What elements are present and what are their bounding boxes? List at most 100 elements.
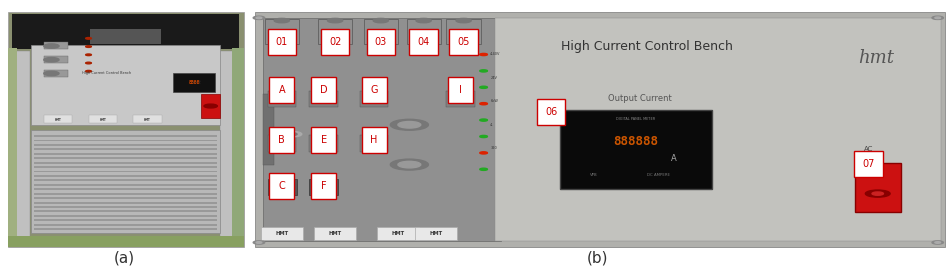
- Text: 8888: 8888: [188, 80, 200, 85]
- Bar: [321, 30, 349, 56]
- Text: 05: 05: [458, 38, 469, 47]
- Circle shape: [932, 16, 943, 19]
- Text: 320: 320: [490, 146, 497, 150]
- Text: HMT: HMT: [391, 231, 405, 236]
- Bar: [409, 30, 438, 56]
- Bar: [415, 227, 457, 240]
- Bar: [34, 139, 217, 141]
- Circle shape: [204, 104, 217, 108]
- Bar: [449, 30, 478, 56]
- Bar: [34, 228, 217, 230]
- Bar: [367, 30, 395, 56]
- Bar: [314, 227, 356, 240]
- Circle shape: [480, 152, 487, 154]
- Circle shape: [416, 18, 431, 23]
- Bar: [364, 19, 398, 44]
- Text: DC AMPERE: DC AMPERE: [647, 173, 670, 177]
- Bar: [537, 99, 565, 125]
- Bar: [34, 215, 217, 217]
- Text: A: A: [671, 154, 677, 163]
- Text: 888888: 888888: [613, 135, 659, 148]
- Bar: [407, 19, 441, 44]
- Bar: [34, 184, 217, 186]
- Bar: [854, 151, 883, 178]
- Text: High Current Control Bench: High Current Control Bench: [82, 71, 131, 75]
- Text: G: G: [370, 85, 378, 95]
- Text: E: E: [321, 135, 327, 145]
- Circle shape: [480, 119, 487, 121]
- Bar: [855, 163, 901, 212]
- Bar: [362, 127, 387, 153]
- Text: A: A: [279, 85, 285, 95]
- Bar: [232, 48, 244, 247]
- Text: HMT: HMT: [54, 118, 62, 122]
- Circle shape: [480, 70, 487, 72]
- Bar: [34, 188, 217, 190]
- Circle shape: [283, 132, 302, 137]
- Bar: [268, 135, 296, 152]
- Text: High Current Control Bench: High Current Control Bench: [562, 40, 733, 53]
- Text: F: F: [321, 181, 327, 191]
- Circle shape: [253, 241, 265, 244]
- Bar: [34, 206, 217, 208]
- Text: 04: 04: [418, 38, 429, 47]
- Circle shape: [86, 46, 91, 47]
- Circle shape: [935, 17, 941, 19]
- Bar: [263, 94, 274, 165]
- Circle shape: [86, 54, 91, 56]
- Text: 4-: 4-: [490, 123, 494, 127]
- Circle shape: [398, 161, 421, 168]
- Circle shape: [480, 168, 487, 170]
- Bar: [8, 236, 244, 247]
- Bar: [309, 91, 338, 107]
- Text: HMT: HMT: [429, 231, 443, 236]
- Bar: [34, 162, 217, 164]
- Text: hmt: hmt: [858, 48, 894, 67]
- Bar: [44, 70, 68, 77]
- Bar: [34, 144, 217, 146]
- Bar: [34, 224, 217, 226]
- Bar: [173, 73, 215, 92]
- Circle shape: [44, 71, 59, 76]
- Bar: [34, 175, 217, 177]
- Text: HMT: HMT: [275, 231, 288, 236]
- Bar: [268, 179, 297, 195]
- Text: hmt: hmt: [191, 80, 202, 85]
- Text: D: D: [320, 85, 327, 95]
- Bar: [269, 77, 294, 103]
- Text: 4-40V: 4-40V: [490, 53, 501, 56]
- Bar: [133, 115, 162, 123]
- Bar: [34, 153, 217, 155]
- Circle shape: [456, 18, 471, 23]
- Bar: [34, 149, 217, 150]
- Bar: [34, 193, 217, 195]
- Text: 06: 06: [545, 107, 557, 117]
- Circle shape: [480, 86, 487, 89]
- Circle shape: [390, 119, 428, 130]
- Text: HMT: HMT: [328, 231, 342, 236]
- Bar: [34, 157, 217, 159]
- Circle shape: [274, 18, 289, 23]
- Circle shape: [256, 17, 262, 19]
- Bar: [34, 197, 217, 199]
- Bar: [360, 91, 388, 107]
- Bar: [362, 77, 387, 103]
- Circle shape: [44, 44, 59, 48]
- Circle shape: [480, 53, 487, 56]
- Circle shape: [373, 18, 388, 23]
- Bar: [446, 19, 481, 44]
- Bar: [34, 210, 217, 212]
- Circle shape: [390, 159, 428, 170]
- Bar: [311, 173, 336, 199]
- Bar: [309, 135, 338, 152]
- Bar: [31, 45, 220, 125]
- Bar: [261, 227, 303, 240]
- Bar: [269, 127, 294, 153]
- Bar: [12, 14, 239, 49]
- Text: HMT: HMT: [144, 118, 151, 122]
- Bar: [44, 42, 68, 49]
- Circle shape: [480, 102, 487, 105]
- Bar: [368, 137, 387, 152]
- Bar: [311, 127, 336, 153]
- Text: B: B: [278, 135, 286, 145]
